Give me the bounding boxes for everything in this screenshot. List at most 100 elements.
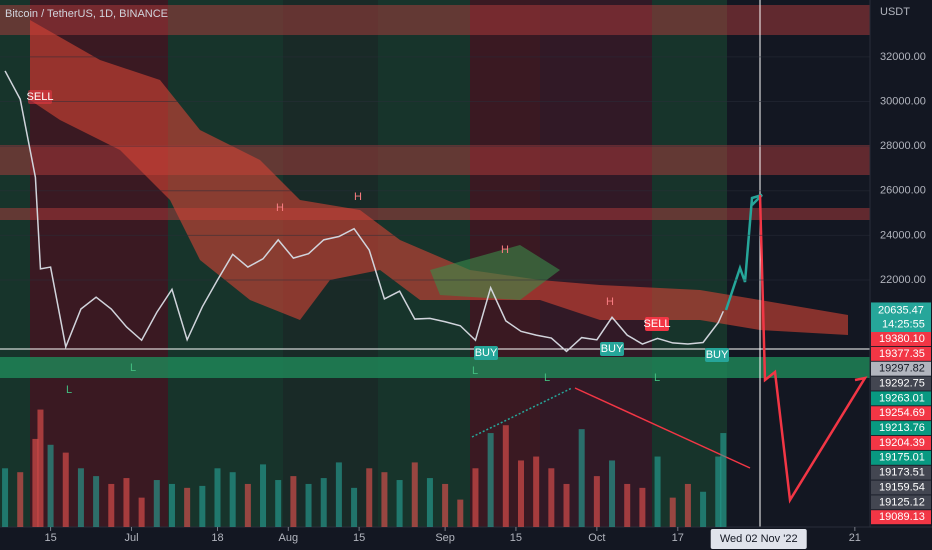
trend-up (471, 387, 573, 438)
volume-bar (457, 499, 464, 527)
volume-bar (624, 483, 631, 527)
projection-down (758, 194, 868, 504)
price-label: 19125.12 (879, 496, 925, 508)
volume-bar (381, 472, 388, 527)
volume-bar (517, 460, 524, 527)
price-label: 19377.35 (879, 348, 925, 360)
volume-bar (472, 468, 479, 527)
volume-bar (715, 456, 722, 527)
signal-box (645, 317, 669, 331)
signal-box (474, 346, 498, 360)
volume-bar (214, 468, 221, 527)
pivot-label: H (606, 296, 614, 308)
volume-bar (275, 480, 282, 527)
pivot-label: L (472, 365, 478, 377)
x-tick-label: 18 (211, 532, 223, 544)
volume-bar (32, 438, 39, 527)
volume-bar (487, 433, 494, 527)
volume-bar (593, 476, 600, 527)
volume-bar (684, 483, 691, 527)
volume-bar (654, 456, 661, 527)
volume-bar (442, 483, 449, 527)
volume-bar (426, 478, 433, 527)
pivot-label: L (544, 372, 550, 384)
x-tick-label: 15 (44, 532, 56, 544)
volume-bar (502, 425, 509, 527)
volume-bar (563, 483, 570, 527)
volume-bar (351, 487, 358, 527)
volume-bar (639, 487, 646, 527)
volume-bar (168, 483, 175, 527)
price-label-box (871, 465, 931, 480)
volume-bar (290, 476, 297, 527)
price-label: 19380.10 (879, 333, 925, 345)
x-tick-label: 15 (510, 532, 522, 544)
signal-box (28, 90, 52, 104)
volume-bar (578, 429, 585, 527)
price-label-box (871, 421, 931, 436)
price-line (4, 70, 724, 353)
volume-bar (77, 468, 84, 527)
cloud-green (430, 245, 560, 300)
y-tick-label: 32000.00 (880, 51, 926, 63)
price-label-box (871, 361, 931, 376)
y-tick-label: 28000.00 (880, 140, 926, 152)
signal-label: BUY (601, 343, 624, 355)
price-label-box (871, 510, 931, 525)
signal-box (600, 342, 624, 356)
volume-bar (138, 497, 145, 527)
signal-label: SELL (27, 91, 54, 103)
volume-bar (533, 456, 540, 527)
price-label: 19292.75 (879, 377, 925, 389)
signal-box (705, 348, 729, 362)
crosshair-box (710, 529, 807, 549)
price-label: 19297.82 (879, 363, 925, 375)
price-label-box (871, 480, 931, 495)
last-price: 20635.47 (878, 304, 924, 316)
y-tick-label: 22000.00 (880, 274, 926, 286)
volume-bar (229, 472, 236, 527)
volume-bar (320, 478, 327, 527)
x-tick-label: 21 (849, 532, 861, 544)
volume-bar (669, 497, 676, 527)
price-label: 19204.39 (879, 437, 925, 449)
price-label-box (871, 391, 931, 406)
pivot-label: H (501, 244, 509, 256)
volume-bar (700, 491, 707, 527)
x-tick-label: Aug (279, 532, 299, 544)
volume-bar (199, 485, 206, 527)
volume-bar (17, 472, 24, 527)
countdown: 14:25:55 (882, 318, 925, 330)
pivot-label: H (276, 202, 284, 214)
price-label: 19089.13 (879, 511, 925, 523)
volume-bar (93, 476, 100, 527)
price-label: 19175.01 (879, 452, 925, 464)
x-tick-label: 15 (353, 532, 365, 544)
x-tick-label: Sep (435, 532, 455, 544)
volume-bar (153, 480, 160, 527)
pivot-label: L (654, 372, 660, 384)
pivot-label: L (130, 362, 136, 374)
volume-bar (720, 433, 727, 527)
volume-bar (37, 409, 44, 527)
y-unit: USDT (880, 6, 910, 18)
y-tick-label: 26000.00 (880, 185, 926, 197)
volume-bar (123, 478, 130, 527)
pivot-label: L (66, 384, 72, 396)
price-label-box (871, 495, 931, 510)
price-label-box (871, 376, 931, 391)
x-tick-label: 17 (672, 532, 684, 544)
signal-label: BUY (475, 347, 498, 359)
volume-bar (396, 480, 403, 527)
y-tick-label: 24000.00 (880, 229, 926, 241)
volume-bar (184, 487, 191, 527)
volume-bar (260, 464, 267, 527)
x-tick-label: Oct (588, 532, 605, 544)
chart-title: Bitcoin / TetherUS, 1D, BINANCE (5, 8, 168, 20)
price-label-box (871, 450, 931, 465)
volume-bar (2, 468, 9, 527)
volume-bar (47, 444, 54, 527)
volume-bar (305, 483, 312, 527)
signal-label: SELL (644, 318, 671, 330)
